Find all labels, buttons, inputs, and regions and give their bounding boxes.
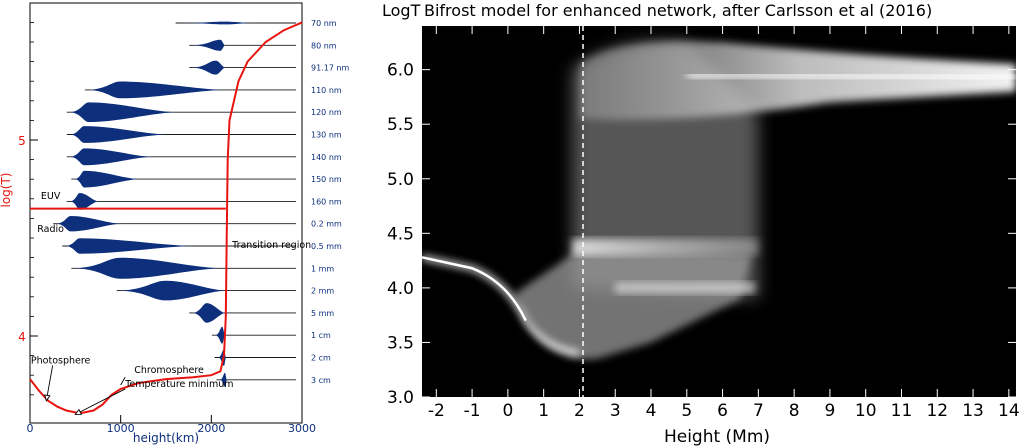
annotation-arrow xyxy=(45,365,54,401)
wavelength-label: 130 nm xyxy=(311,131,342,140)
heatmap-density xyxy=(421,41,1017,360)
x-tick-label: -1 xyxy=(464,401,481,421)
x-tick-label: 4 xyxy=(646,401,657,421)
emission-profile xyxy=(70,148,153,166)
y-tick-label: 3.5 xyxy=(387,333,414,353)
x-tick-label: 1000 xyxy=(107,422,135,435)
wavelength-label: 0.5 mm xyxy=(311,242,342,251)
emission-profile xyxy=(75,257,221,279)
y-tick-label: 4.0 xyxy=(387,279,414,299)
left-chart: 70 nm 80 nm 91.17 nm 110 nm 120 nm 130 nm 140 … xyxy=(0,2,350,445)
wavelength-label: 70 nm xyxy=(311,19,337,28)
x-tick-label: 9 xyxy=(825,401,836,421)
left-y-axis-label: log(T) xyxy=(0,173,13,208)
annotation-label: Chromosphere xyxy=(134,365,204,376)
annotation-label: Photosphere xyxy=(31,355,91,366)
left-plot-frame xyxy=(29,2,303,424)
emission-profile xyxy=(193,39,225,51)
x-tick-label: 3000 xyxy=(288,422,316,435)
emission-profile xyxy=(75,170,139,188)
annotation-label: Temperature minimum xyxy=(124,379,233,390)
wavelength-label: 1 cm xyxy=(311,331,331,340)
wavelength-label: 150 nm xyxy=(311,175,342,184)
annotation-arrow xyxy=(75,388,126,415)
density-chromosphere xyxy=(515,249,752,360)
y-tick-label: 5 xyxy=(18,134,26,148)
emission-profile xyxy=(70,102,176,122)
right-chart: 3.03.54.04.55.05.56.0 -2 -1 0 1 2 3 4 5 6 7 8 9 10 11… xyxy=(382,1,1020,447)
y-tick-label: 4.5 xyxy=(387,224,414,244)
emission-profile xyxy=(57,216,121,232)
density-band-4-4 xyxy=(572,238,759,256)
annotation-label: EUV xyxy=(41,191,61,202)
x-tick-label: 8 xyxy=(789,401,800,421)
x-tick-label: 12 xyxy=(926,401,948,421)
wavelength-labels: 70 nm 80 nm 91.17 nm 110 nm 120 nm 130 nm 140 … xyxy=(311,19,350,385)
x-tick-label: 2000 xyxy=(197,422,225,435)
temperature-curve xyxy=(29,21,303,415)
emission-profile xyxy=(193,60,225,75)
annotation-label: Transition region xyxy=(231,240,311,251)
x-tick-label: 3 xyxy=(610,401,621,421)
emission-profile xyxy=(70,126,166,143)
x-tick-label: -2 xyxy=(428,401,445,421)
right-y-axis-label: LogT xyxy=(382,1,421,20)
right-chart-title: Bifrost model for enhanced network, afte… xyxy=(424,1,932,20)
x-tick-label: 13 xyxy=(962,401,984,421)
y-tick-label: 5.0 xyxy=(387,170,414,190)
density-streak-core xyxy=(421,256,527,322)
x-tick-label: 14 xyxy=(998,401,1020,421)
wavelength-label: 1 mm xyxy=(311,264,334,273)
annotation-leader xyxy=(120,376,126,386)
y-tick-label: 3.0 xyxy=(387,388,414,408)
arrow-head xyxy=(44,394,51,402)
emission-profile xyxy=(88,81,225,99)
emission-rows xyxy=(53,21,296,387)
annotations: EUV Radio Transition region Photosphere Chro… xyxy=(31,191,311,415)
y-tick-label: 5.5 xyxy=(387,115,414,135)
emission-profile xyxy=(120,280,225,301)
wavelength-label: 2 mm xyxy=(311,287,334,296)
wavelength-label: 140 nm xyxy=(311,153,342,162)
wavelength-label: 5 mm xyxy=(311,309,334,318)
x-tick-label: 10 xyxy=(855,401,877,421)
left-x-axis-label: height(km) xyxy=(133,431,199,445)
density-corona-peak xyxy=(686,72,1017,82)
wavelength-label: 120 nm xyxy=(311,108,342,117)
density-corona xyxy=(579,41,1016,120)
y-tick-label: 4 xyxy=(18,330,26,344)
wavelength-label: 91.17 nm xyxy=(311,64,350,73)
emission-profile xyxy=(220,372,227,387)
wavelength-label: 3 cm xyxy=(311,376,331,385)
y-axis-ticks: 3.0 3.5 4.0 4.5 5.0 5.5 6.0 xyxy=(387,61,1016,408)
x-tick-label: 11 xyxy=(891,401,913,421)
emission-profile xyxy=(179,21,253,25)
x-tick-label: 0 xyxy=(27,422,34,435)
y-axis-ticks: 45 xyxy=(18,21,38,396)
wavelength-label: 160 nm xyxy=(311,197,342,206)
emission-profile xyxy=(193,303,225,323)
emission-profile xyxy=(70,193,98,210)
x-axis-ticks: -2 -1 0 1 2 3 4 5 6 7 8 9 10 11 12 13 14 xyxy=(428,26,1020,421)
wavelength-label: 0.2 mm xyxy=(311,220,342,229)
emission-profile xyxy=(66,238,194,254)
density-band-4-0 xyxy=(615,282,755,294)
wavelength-label: 2 cm xyxy=(311,354,331,363)
x-tick-label: 5 xyxy=(681,401,692,421)
x-axis-ticks: 0 1000 2000 3000 xyxy=(27,415,316,435)
y-tick-label: 6.0 xyxy=(387,61,414,81)
x-tick-label: 2 xyxy=(574,401,585,421)
wavelength-label: 80 nm xyxy=(311,41,337,50)
emission-profile xyxy=(215,326,225,344)
annotation-label: Radio xyxy=(37,224,64,235)
wavelength-label: 110 nm xyxy=(311,86,342,95)
x-tick-label: 1 xyxy=(538,401,549,421)
arrow-head xyxy=(74,408,83,415)
right-x-axis-label: Height (Mm) xyxy=(664,427,770,447)
x-tick-label: 6 xyxy=(717,401,728,421)
x-tick-label: 7 xyxy=(753,401,764,421)
x-tick-label: 0 xyxy=(502,401,513,421)
